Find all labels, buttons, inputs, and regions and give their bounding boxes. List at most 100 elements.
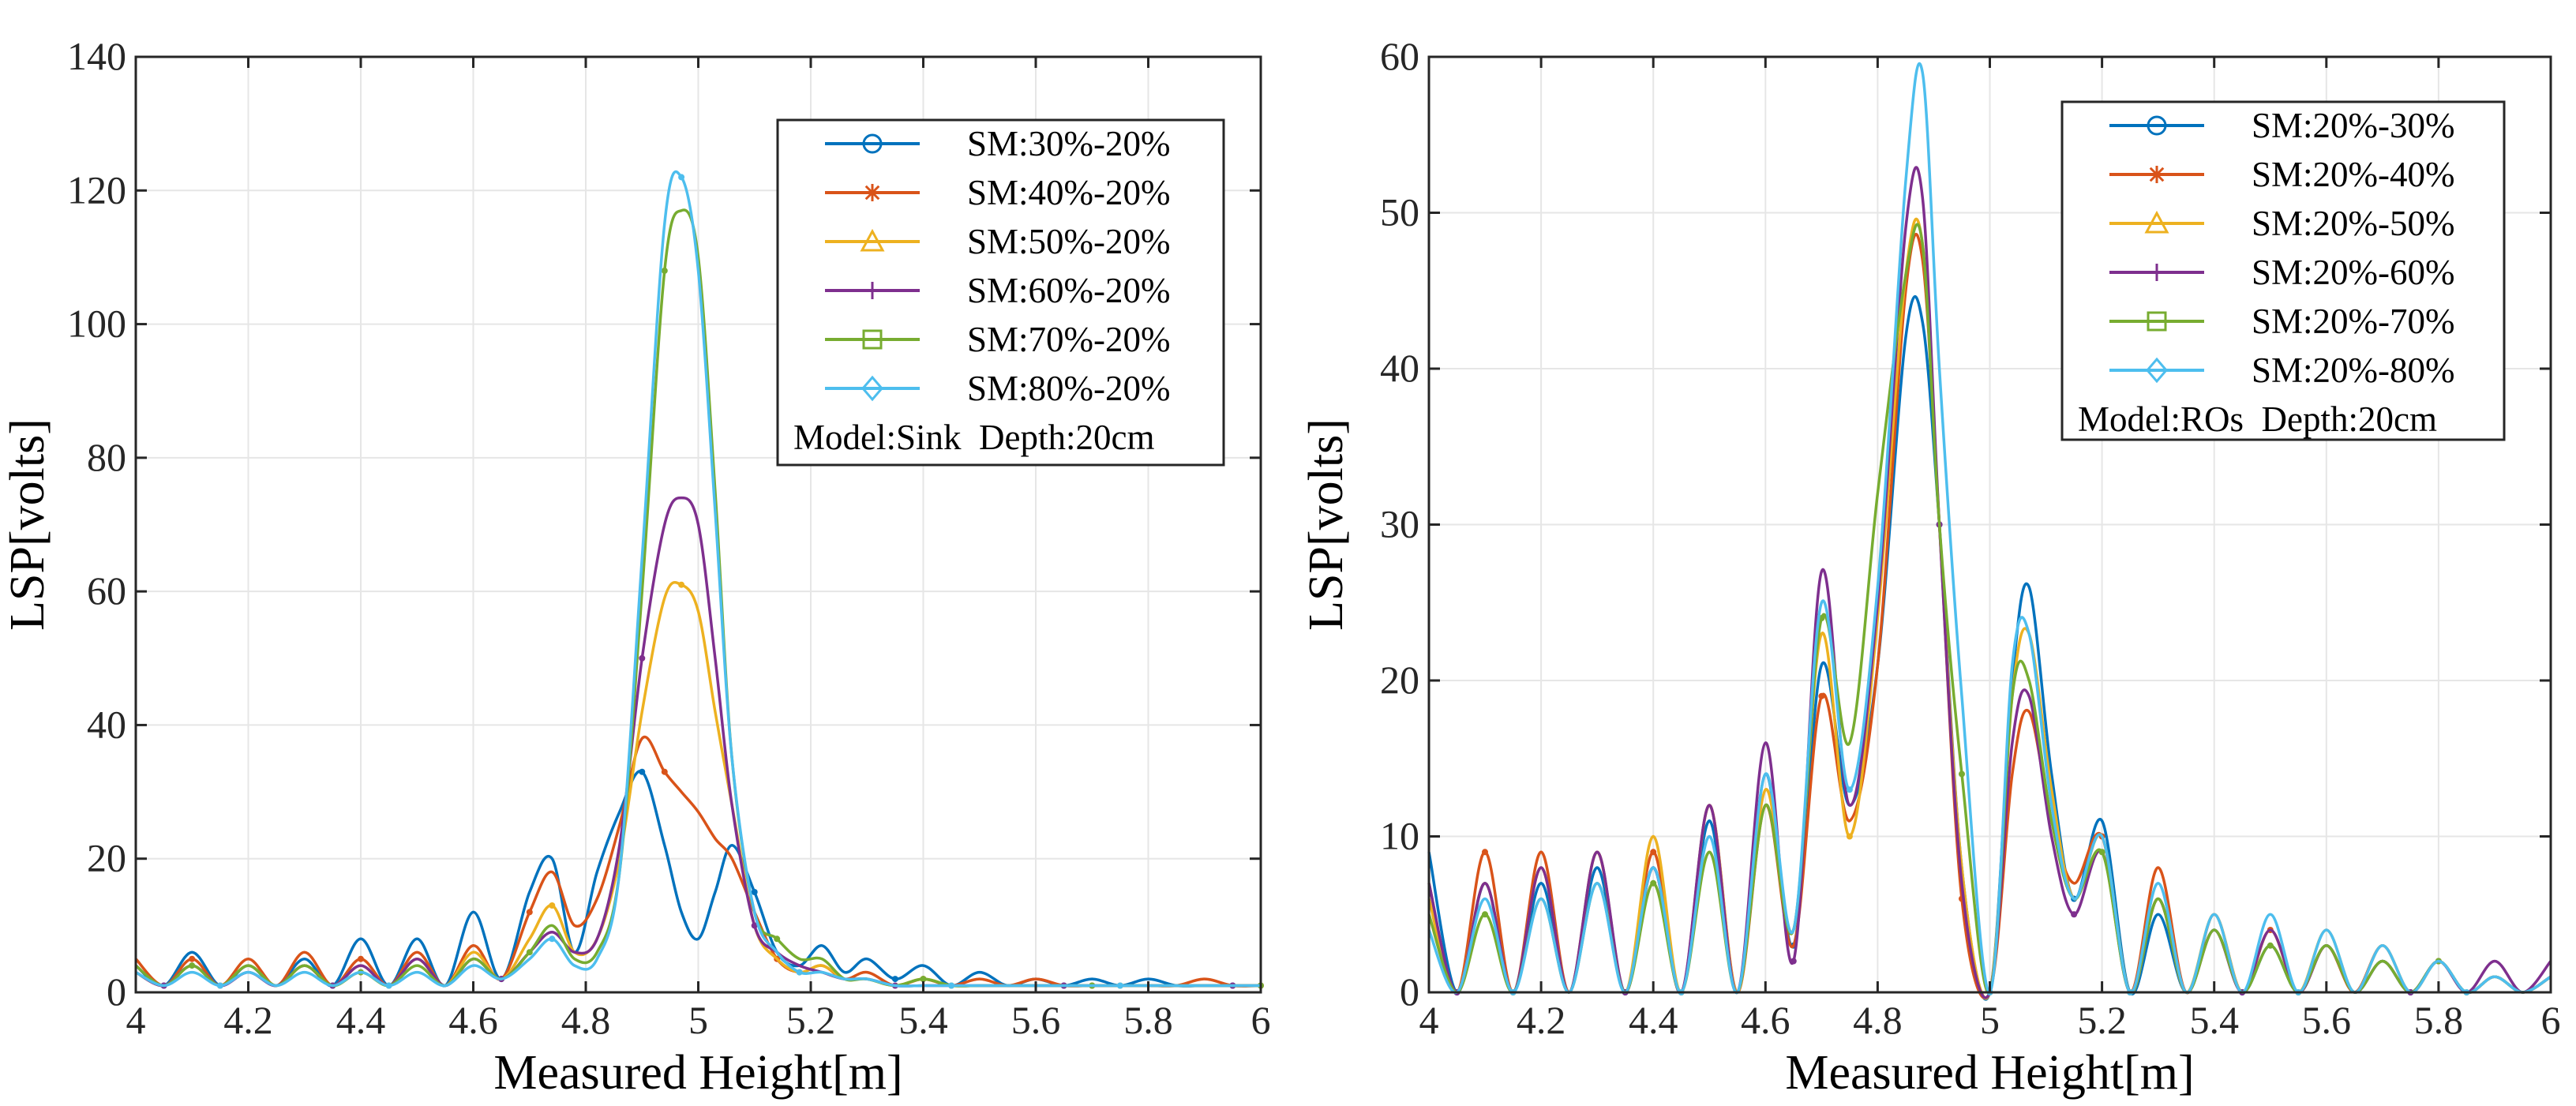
left-y-tick-label: 120 — [67, 167, 126, 212]
right-legend-label: SM:20%-60% — [2252, 253, 2455, 292]
left-legend-entries: SM:30%-20% SM:40%-20% SM:50%-20% SM:60%-20%… — [825, 124, 1171, 408]
right-y-tick-label: 40 — [1380, 346, 1419, 390]
left-series-1-point — [661, 768, 668, 775]
right-x-tick-label: 4.6 — [1741, 998, 1790, 1042]
left-x-tick-labels: 4 4.2 4.4 4.6 4.8 5 5.2 5.4 5.6 5.8 6 — [126, 998, 1271, 1042]
left-x-tick-label: 5.4 — [898, 998, 948, 1042]
right-x-tick-label: 4.4 — [1629, 998, 1678, 1042]
right-y-tick-label: 50 — [1380, 190, 1419, 234]
left-y-tick-label: 0 — [107, 969, 126, 1014]
right-legend-marker-square — [2147, 311, 2167, 332]
right-legend-entry: SM:20%-30% — [2109, 106, 2455, 145]
right-legend-entry: SM:20%-40% — [2109, 155, 2455, 194]
right-y-tick-label: 60 — [1380, 34, 1419, 78]
right-legend-entry: SM:20%-60% — [2109, 253, 2455, 292]
left-series-5-point — [678, 174, 685, 181]
right-y-tick-label: 10 — [1380, 814, 1419, 858]
left-series-5-point — [216, 982, 223, 989]
right-legend-label: SM:20%-40% — [2252, 155, 2455, 194]
left-series-0-point — [751, 889, 758, 895]
left-series-5-point — [948, 982, 955, 989]
left-legend-entry: SM:50%-20% — [825, 222, 1171, 261]
left-series-4-point — [774, 935, 781, 943]
left-legend-entry: SM:70%-20% — [825, 320, 1171, 359]
right-x-tick-label: 4.2 — [1517, 998, 1566, 1042]
left-x-tick-label: 5.6 — [1011, 998, 1061, 1042]
right-x-tick-label: 4.8 — [1853, 998, 1903, 1042]
right-y-tick-label: 30 — [1380, 502, 1419, 546]
left-x-tick-label: 4.4 — [336, 998, 386, 1042]
left-legend-marker-circle — [862, 133, 883, 154]
right-series-3-point — [2071, 911, 2078, 918]
left-series-1-point — [189, 955, 196, 962]
left-y-tick-label: 40 — [87, 702, 126, 746]
left-x-tick-label: 4 — [126, 998, 146, 1042]
left-legend-marker-square — [862, 329, 883, 350]
left-series-3-point — [639, 654, 646, 662]
right-x-tick-label: 6 — [2541, 998, 2561, 1042]
right-legend-label: SM:20%-80% — [2252, 351, 2455, 390]
right-series-line-5 — [1427, 62, 2552, 994]
right-legend-entry: SM:20%-50% — [2109, 204, 2455, 243]
left-y-tick-label: 20 — [87, 836, 126, 880]
right-legend-entry: SM:20%-70% — [2109, 302, 2455, 341]
left-series-2-point — [549, 902, 556, 909]
right-legend-annotation: Model:ROs Depth:20cm — [2078, 399, 2437, 439]
right-chart: 4 4.2 4.4 4.6 4.8 5 5.2 5.4 5.6 5.8 6 0 10 20 30 40 50 6… — [1299, 34, 2561, 1100]
left-series-4-point — [920, 976, 927, 983]
left-series-1-point — [358, 955, 364, 962]
left-x-tick-label: 5.8 — [1123, 998, 1173, 1042]
left-series-line-1 — [134, 735, 1262, 988]
left-legend-label: SM:60%-20% — [967, 271, 1171, 310]
right-series-4-point — [1482, 911, 1488, 918]
right-x-tick-label: 5.2 — [2077, 998, 2127, 1042]
left-legend-entry: SM:60%-20% — [825, 271, 1171, 310]
left-series-0-point — [639, 768, 646, 775]
left-series-5-point — [796, 969, 803, 976]
right-series-4-point — [2098, 849, 2105, 856]
left-y-axis-label: LSP[volts] — [1, 418, 54, 631]
right-legend-label: SM:20%-70% — [2252, 302, 2455, 341]
right-x-tick-label: 5.8 — [2414, 998, 2464, 1042]
right-legend-marker-triangle — [2144, 210, 2169, 234]
left-series-4-point — [526, 949, 533, 956]
right-legend: SM:20%-30% SM:20%-40% SM:20%-50% SM:20%-60%… — [2060, 100, 2506, 441]
left-x-tick-label: 5.2 — [786, 998, 836, 1042]
right-series-4-point — [1959, 770, 1965, 778]
right-legend-marker-plus — [2148, 264, 2165, 281]
right-legend-marker-star — [2148, 166, 2165, 183]
left-series-line-5 — [135, 170, 1261, 988]
left-legend-label: SM:70%-20% — [967, 320, 1171, 359]
left-series-5-point — [549, 935, 556, 943]
left-legend: SM:30%-20% SM:40%-20% SM:50%-20% SM:60%-20%… — [776, 118, 1225, 467]
left-y-tick-label: 100 — [67, 302, 126, 346]
left-series-3-point — [751, 922, 758, 929]
right-series-1-point — [1482, 849, 1488, 856]
right-series-4-point — [2267, 942, 2274, 949]
right-x-tick-label: 5.6 — [2302, 998, 2352, 1042]
left-x-tick-label: 4.6 — [448, 998, 498, 1042]
right-y-tick-label: 20 — [1380, 658, 1419, 702]
left-y-tick-label: 60 — [87, 568, 126, 613]
left-x-tick-label: 6 — [1251, 998, 1271, 1042]
left-legend-label: SM:80%-20% — [967, 369, 1171, 408]
right-series-5-point — [1846, 786, 1853, 793]
right-x-tick-label: 5 — [1980, 998, 2000, 1042]
right-legend-entry: SM:20%-80% — [2109, 351, 2455, 390]
left-x-tick-label: 4.8 — [561, 998, 611, 1042]
left-series-0-point — [891, 976, 898, 983]
left-legend-label: SM:50%-20% — [967, 222, 1171, 261]
left-x-tick-label: 5 — [688, 998, 708, 1042]
left-legend-entry: SM:80%-20% — [825, 369, 1171, 408]
left-legend-box — [776, 118, 1225, 467]
left-legend-entry: SM:30%-20% — [825, 124, 1171, 163]
left-x-axis-label: Measured Height[m] — [493, 1046, 902, 1100]
right-x-tick-label: 4 — [1419, 998, 1439, 1042]
right-series-2-point — [1846, 833, 1853, 840]
left-series-2-point — [678, 581, 685, 588]
left-chart: 4 4.2 4.4 4.6 4.8 5 5.2 5.4 5.6 5.8 6 0 20 40 60 80 100… — [1, 34, 1271, 1100]
right-y-tick-labels: 0 10 20 30 40 50 60 — [1380, 34, 1419, 1014]
left-series-4-point — [661, 267, 668, 274]
left-legend-marker-star — [864, 184, 881, 201]
